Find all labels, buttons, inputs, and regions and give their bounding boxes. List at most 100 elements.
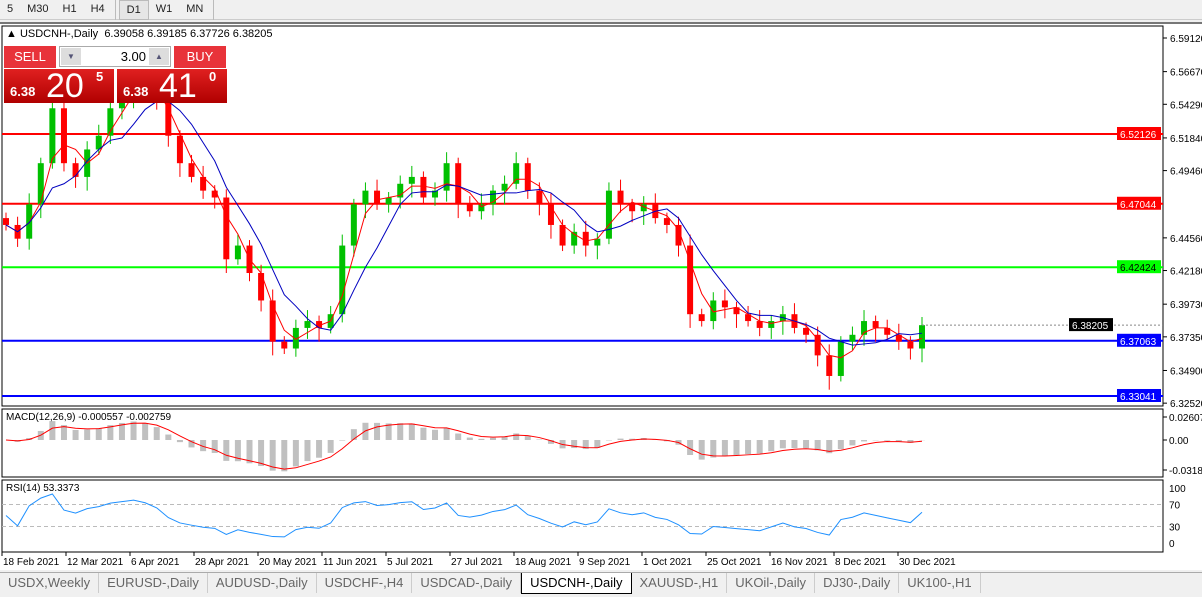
chart-tab[interactable]: USDCNH-,Daily <box>521 573 632 594</box>
macd-histogram-bar <box>374 422 381 440</box>
sell-button[interactable]: SELL <box>4 46 56 68</box>
candle <box>258 264 265 312</box>
chart-tab[interactable]: EURUSD-,Daily <box>99 573 208 593</box>
macd-histogram-bar <box>269 440 276 471</box>
candle-body <box>211 190 218 198</box>
chart-tab[interactable]: UKOil-,Daily <box>727 573 816 593</box>
chart-tab[interactable]: DJ30-,Daily <box>815 573 900 593</box>
macd-histogram-bar <box>350 429 357 440</box>
candle-body <box>478 204 485 212</box>
candle-body <box>501 183 508 191</box>
timeframe-mn[interactable]: MN <box>186 3 204 15</box>
timeframe-m30[interactable]: M30 <box>27 3 49 15</box>
decrease-lot-icon[interactable]: ▼ <box>61 48 81 65</box>
candle <box>281 336 288 355</box>
chart-tab[interactable]: USDX,Weekly <box>0 573 100 593</box>
current-price-tag <box>1069 318 1113 332</box>
price-tick-label: 6.54290 <box>1170 100 1202 111</box>
candle <box>756 310 763 337</box>
current-price-label: 6.38205 <box>1072 321 1109 332</box>
candle-body <box>547 204 554 225</box>
timeframe-d1[interactable]: D1 <box>118 0 149 20</box>
candle <box>745 305 752 327</box>
candle-body <box>455 163 462 205</box>
candle-body <box>408 176 415 184</box>
candle-body <box>339 245 346 315</box>
chart-tab[interactable]: AUDUSD-,Daily <box>208 573 317 593</box>
candle-body <box>60 108 67 164</box>
macd-tick-label: 0.00 <box>1169 436 1189 447</box>
candle-body <box>350 204 357 246</box>
macd-histogram-bar <box>582 440 589 450</box>
candle <box>397 175 404 209</box>
lot-value[interactable]: 3.00 <box>120 49 146 64</box>
candle-body <box>466 204 473 212</box>
candle <box>3 212 9 231</box>
candle <box>849 326 856 350</box>
timeframe-5[interactable]: 5 <box>7 3 14 15</box>
macd-histogram-bar <box>211 440 218 453</box>
macd-histogram-bar <box>629 438 636 440</box>
chart-window[interactable]: 6.59120 6.56670 6.54290 6.51840 6.49460 6.445… <box>0 22 1202 570</box>
macd-histogram-bar <box>339 440 346 441</box>
candle <box>84 141 91 191</box>
chart-tab[interactable]: UK100-,H1 <box>899 573 981 593</box>
candle <box>107 102 114 144</box>
chart-tab[interactable]: XAUUSD-,H1 <box>632 573 728 593</box>
candle <box>455 157 462 219</box>
candle-body <box>188 163 195 177</box>
timeframe-h4[interactable]: H4 <box>90 3 105 15</box>
candle-body <box>895 334 902 342</box>
rsi-label: RSI(14) 53.3373 <box>6 483 80 494</box>
candle <box>721 289 728 319</box>
increase-lot-icon[interactable]: ▲ <box>149 48 169 65</box>
chart-tab[interactable]: USDCHF-,H4 <box>317 573 413 593</box>
date-tick-label: 11 Jun 2021 <box>323 557 378 568</box>
buy-button[interactable]: BUY <box>174 46 226 68</box>
candle <box>246 240 253 282</box>
buy-price[interactable]: 6.38 41 0 <box>117 69 227 103</box>
macd-histogram-bar <box>768 440 775 452</box>
price-tick-label: 6.44560 <box>1170 234 1202 245</box>
candle-body <box>884 327 891 335</box>
candle <box>919 316 925 363</box>
timeframe-h1[interactable]: H1 <box>62 3 77 15</box>
macd-histogram-bar <box>455 433 462 440</box>
candle-body <box>3 218 9 225</box>
macd-histogram-bar <box>779 440 786 449</box>
candle <box>200 165 207 199</box>
date-tick-label: 18 Aug 2021 <box>515 557 572 568</box>
candle <box>374 179 381 210</box>
candle-body <box>524 163 531 191</box>
candle-body <box>617 190 624 205</box>
macd-histogram-bar <box>246 440 253 464</box>
candle-body <box>176 135 183 164</box>
candle-body <box>571 231 578 246</box>
candle <box>536 182 543 216</box>
level-price-label: 6.47044 <box>1120 200 1157 211</box>
chart-canvas[interactable]: 6.59120 6.56670 6.54290 6.51840 6.49460 6.445… <box>0 24 1202 572</box>
candle <box>304 310 311 339</box>
date-tick-label: 12 Mar 2021 <box>67 557 124 568</box>
candle <box>466 196 473 217</box>
candle-body <box>907 341 914 349</box>
one-click-trading-panel: SELL ▼ 3.00 ▲ BUY 6.38 20 5 6.38 41 0 <box>4 46 228 103</box>
candle-body <box>582 231 589 246</box>
candle-body <box>826 355 833 376</box>
macd-histogram-bar <box>281 440 288 472</box>
rsi-tick-label: 100 <box>1169 484 1186 495</box>
chart-tab[interactable]: USDCAD-,Daily <box>412 573 522 593</box>
date-tick-label: 30 Dec 2021 <box>899 557 956 568</box>
candle-body <box>489 190 496 205</box>
candle-body <box>72 163 79 177</box>
lot-size-input[interactable]: ▼ 3.00 ▲ <box>59 46 171 67</box>
candle <box>826 344 833 390</box>
candle-body <box>663 218 670 225</box>
candle-body <box>420 176 427 198</box>
sell-price[interactable]: 6.38 20 5 <box>4 69 114 103</box>
timeframe-w1[interactable]: W1 <box>155 3 173 15</box>
macd-histogram-bar <box>397 423 404 440</box>
macd-histogram-bar <box>501 436 508 440</box>
candle-body <box>849 334 856 342</box>
date-tick-label: 25 Oct 2021 <box>707 557 762 568</box>
